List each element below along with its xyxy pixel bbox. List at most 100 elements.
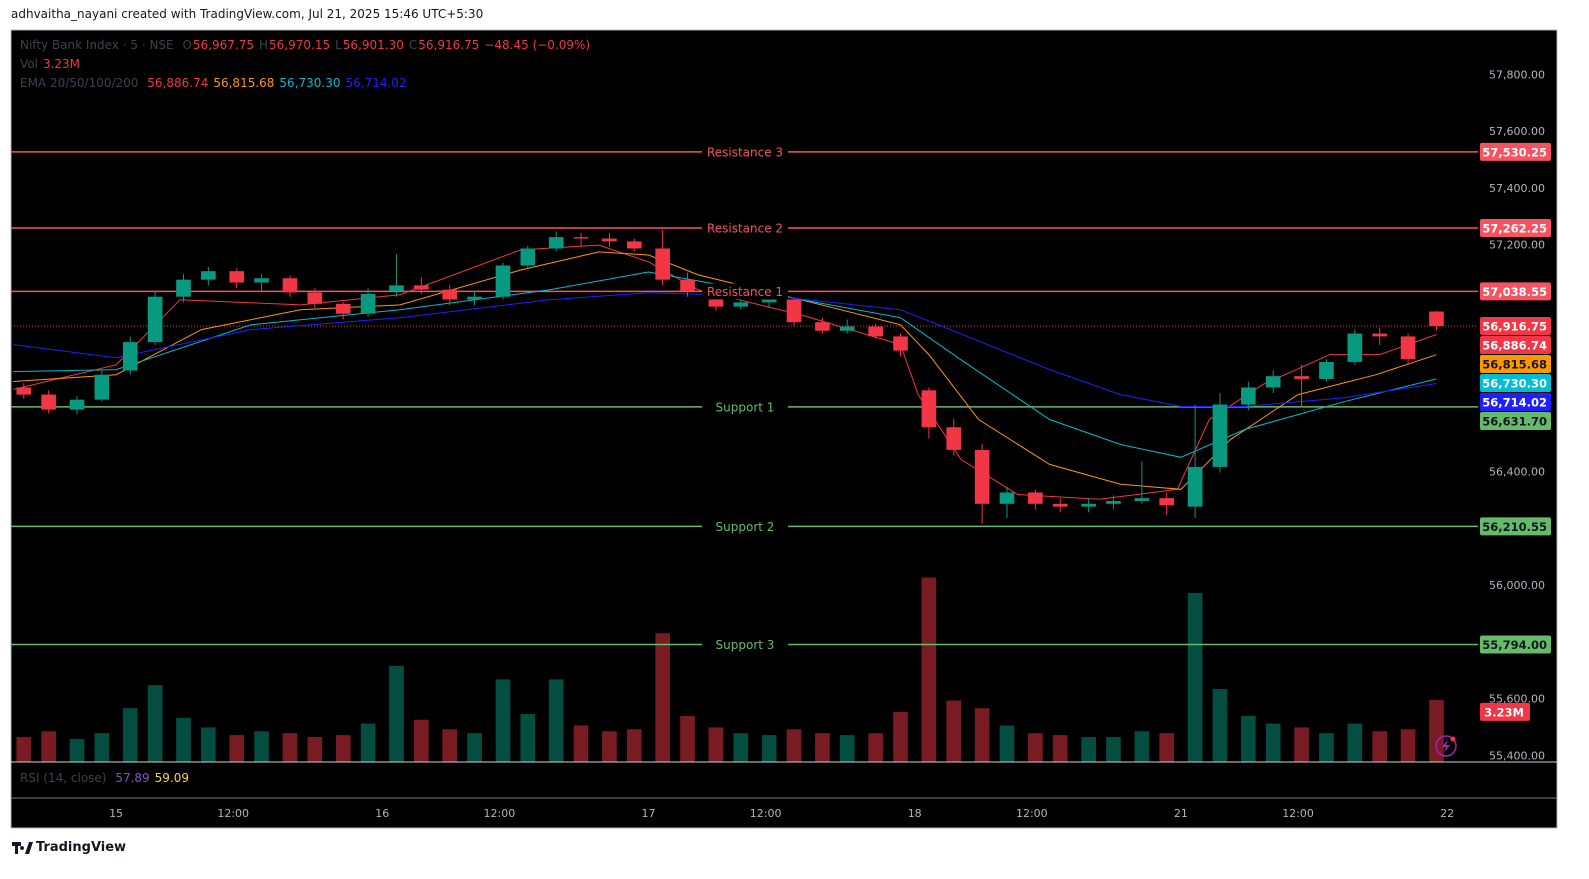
candle-body xyxy=(680,279,695,292)
volume-bar xyxy=(1319,733,1334,762)
volume-bar xyxy=(733,733,749,762)
volume-bar xyxy=(1400,729,1416,762)
volume-bar xyxy=(761,735,777,762)
candle-body xyxy=(868,326,883,337)
candle-body xyxy=(467,296,482,300)
volume-bar xyxy=(999,725,1015,762)
rsi-label: RSI (14, close) xyxy=(20,771,107,785)
x-tick-label: 12:00 xyxy=(1282,807,1314,820)
ema-badge: 56,886.74 xyxy=(1482,338,1547,352)
candle-body xyxy=(999,492,1015,504)
level-badge-bg xyxy=(1480,218,1551,237)
ohlc-key: O xyxy=(182,38,192,52)
x-tick-label: 12:00 xyxy=(217,807,249,820)
volume-bar xyxy=(201,727,216,762)
volume-bar xyxy=(893,712,908,762)
last-price-badge: 56,916.75 xyxy=(1482,319,1547,333)
level-label: Resistance 3 xyxy=(707,145,783,159)
volume-bar xyxy=(442,729,458,762)
candle-body xyxy=(815,322,830,331)
ema-legend: EMA 20/50/100/200 56,886.74 56,815.68 56,7… xyxy=(20,76,412,90)
candle-body xyxy=(1028,492,1043,504)
candle-body xyxy=(655,248,671,280)
candle-body xyxy=(176,279,191,297)
ema-badge: 56,815.68 xyxy=(1482,357,1547,371)
y-tick-label: 57,400.00 xyxy=(1489,182,1545,195)
volume-bar xyxy=(573,725,589,762)
rsi-legend: RSI (14, close) 57.89 59.09 xyxy=(20,771,194,785)
volume-bar xyxy=(495,679,511,762)
candle-body xyxy=(626,241,642,249)
ema-badge-bg xyxy=(1480,335,1551,354)
level-label: Resistance 2 xyxy=(707,221,783,235)
symbol-title: Nifty Bank Index · 5 · NSE xyxy=(20,38,174,52)
volume-bar xyxy=(1106,737,1121,762)
candle-body xyxy=(1106,500,1121,504)
candle-body xyxy=(786,299,802,323)
candle-body xyxy=(282,278,298,293)
candle-body xyxy=(389,285,404,292)
ohlc-value: 56,970.15 xyxy=(269,38,331,52)
level-badge: 55,794.00 xyxy=(1482,638,1547,652)
volume-bar xyxy=(786,729,802,762)
ohlc-key: C xyxy=(408,38,418,52)
volume-bar xyxy=(1429,699,1444,762)
volume-bar xyxy=(360,723,376,762)
volume-bar xyxy=(815,733,830,762)
y-tick-label: 57,600.00 xyxy=(1489,125,1545,138)
candle-body xyxy=(520,248,536,266)
x-tick-label: 22 xyxy=(1440,807,1454,820)
volume-bar xyxy=(839,735,855,762)
x-tick-label: 18 xyxy=(908,807,922,820)
level-badge-bg xyxy=(1480,411,1551,430)
volume-bar xyxy=(921,577,937,762)
candle-body xyxy=(94,374,110,400)
volume-bar xyxy=(602,731,617,762)
ohlc-legend: Nifty Bank Index · 5 · NSE O56,967.75 H56… xyxy=(20,38,595,52)
volume-bar xyxy=(282,733,298,762)
level-label: Resistance 1 xyxy=(707,285,783,299)
volume-bar xyxy=(335,735,351,762)
ema-badge: 56,714.02 xyxy=(1482,395,1547,409)
level-label-bg xyxy=(702,398,788,415)
level-label: Support 2 xyxy=(716,520,775,534)
level-label: Support 1 xyxy=(716,400,775,414)
level-label-bg xyxy=(702,283,788,300)
volume-bar xyxy=(1294,727,1309,762)
volume-bar xyxy=(413,719,429,762)
ema-badge-bg xyxy=(1480,354,1551,373)
y-tick-label: 56,400.00 xyxy=(1489,466,1545,479)
volume-legend: Vol 3.23M xyxy=(20,57,85,71)
level-badge: 57,038.55 xyxy=(1482,285,1547,299)
candle-body xyxy=(69,399,85,410)
alert-dot xyxy=(1450,736,1456,742)
candle-body xyxy=(495,265,511,297)
volume-bar xyxy=(1028,733,1043,762)
volume-bar xyxy=(655,633,671,762)
level-label-bg xyxy=(702,219,788,236)
volume-bar xyxy=(41,731,56,762)
alert-icon[interactable] xyxy=(1435,735,1457,757)
candle-body xyxy=(254,278,269,283)
candle-body xyxy=(1241,387,1256,405)
volume-bar xyxy=(1372,731,1388,762)
last-price-badge-bg xyxy=(1480,316,1551,335)
volume-bar xyxy=(1081,737,1096,762)
volume-bar xyxy=(974,708,990,762)
volume-bar xyxy=(122,708,138,762)
ema-value: 56,815.68 xyxy=(213,76,275,90)
level-badge-bg xyxy=(1480,517,1551,536)
volume-bar xyxy=(708,727,724,762)
candle-body xyxy=(921,390,937,428)
candle-body xyxy=(41,394,56,410)
candle-body xyxy=(1159,498,1175,506)
candle-body xyxy=(335,303,351,314)
alert-icon-bolt xyxy=(1442,739,1450,753)
brand-name: TradingView xyxy=(36,840,127,855)
volume-bar xyxy=(467,733,482,762)
volume-label: Vol xyxy=(20,57,38,71)
candle-body xyxy=(201,271,216,280)
candle-body xyxy=(974,449,990,504)
candle-body xyxy=(733,302,749,307)
candle-body xyxy=(946,427,962,450)
